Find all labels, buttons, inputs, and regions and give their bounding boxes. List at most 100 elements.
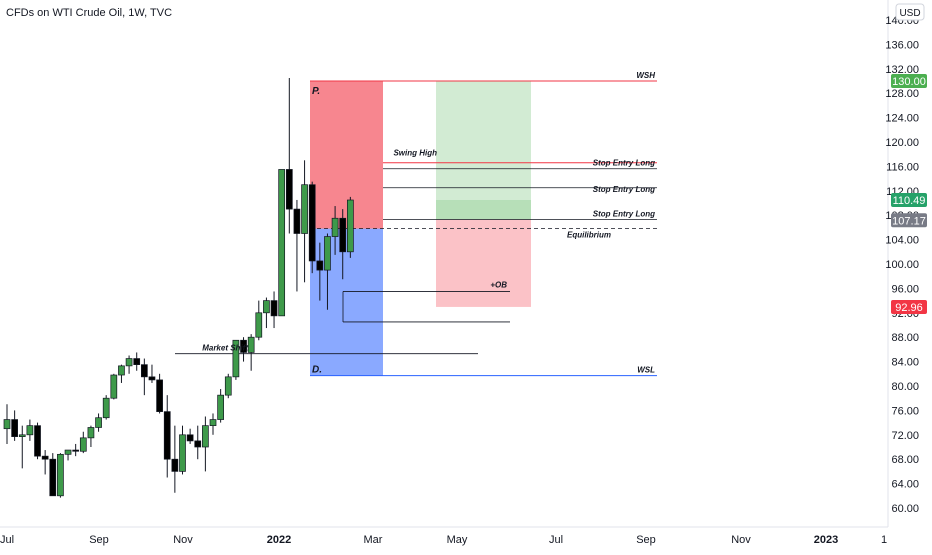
candle (186, 428, 194, 444)
candle (57, 453, 64, 498)
candle-body-down (49, 458, 57, 497)
time-tick-label: Mar (364, 534, 383, 546)
price-tick-label: 120.00 (885, 137, 919, 149)
candle (247, 334, 255, 371)
candle-body-down (308, 184, 316, 262)
price-tick-label: 96.00 (891, 283, 919, 295)
candle-body-up (3, 419, 11, 430)
swing-high-label: Swing High (393, 149, 437, 158)
time-tick-label: Jul (0, 534, 14, 546)
candle (110, 373, 118, 400)
equilibrium-label: Equilibrium (567, 231, 611, 240)
candle-body-up (79, 437, 87, 452)
price-tick-label: 104.00 (885, 235, 919, 247)
candle (308, 181, 316, 274)
ob-label: +OB (490, 280, 507, 289)
price-badge-text: 92.96 (895, 302, 923, 314)
candle-body-down (11, 419, 18, 437)
candle (79, 431, 87, 454)
candle (224, 373, 232, 399)
candle (255, 300, 263, 341)
candle-body-up (202, 425, 209, 448)
candle (270, 291, 278, 329)
candle (293, 199, 301, 292)
price-tick-label: 72.00 (891, 430, 919, 442)
candle (156, 373, 163, 414)
market-shift-label: Market Shift (202, 344, 248, 353)
candle (148, 364, 156, 383)
price-badges: USD 130.00 110.49 107.17 92.96 (891, 3, 927, 314)
price-tick-label: 76.00 (891, 405, 919, 417)
time-tick-label: Sep (89, 534, 109, 546)
candle-body-up (263, 300, 270, 314)
price-tick-label: 128.00 (885, 88, 919, 100)
candle-body-up (95, 417, 102, 428)
candle (72, 443, 80, 457)
candle-body-down (148, 376, 156, 381)
price-tick-label: 136.00 (885, 39, 919, 51)
current-profit-zone (436, 200, 531, 220)
candle (140, 358, 148, 396)
candle (163, 395, 171, 478)
candle-body-down (133, 358, 141, 365)
candle (217, 389, 224, 423)
candle-body-up (125, 358, 133, 367)
candle-body-up (110, 374, 118, 399)
candle-body-down (270, 300, 278, 317)
target-zone (436, 81, 531, 220)
price-badge-text: 110.49 (893, 195, 926, 207)
price-badge (891, 74, 927, 88)
candle-body-up (209, 419, 217, 426)
time-axis: Jul Sep Nov 2022 Mar May Jul Sep Nov 2023 1 (0, 534, 887, 546)
candle-body-down (171, 458, 179, 472)
candle (118, 364, 125, 383)
candle (26, 419, 34, 441)
candle-body-up (278, 169, 286, 317)
candle (95, 413, 102, 432)
price-tick-label: 100.00 (885, 259, 919, 271)
candle (11, 410, 18, 441)
premium-zone-label: P. (312, 86, 320, 97)
candle (64, 449, 72, 461)
price-tick-label: 84.00 (891, 357, 919, 369)
currency-box (895, 3, 925, 21)
candle-body-up (247, 336, 255, 353)
candle-body-up (179, 434, 186, 472)
candle (263, 297, 270, 329)
candle-body-up (301, 184, 308, 234)
candle-body-down (41, 455, 49, 460)
candle-body-up (232, 339, 240, 378)
price-tick-label: 88.00 (891, 332, 919, 344)
candle (285, 77, 293, 234)
candle (34, 422, 41, 460)
candle (133, 352, 141, 371)
candle-body-down (339, 217, 347, 253)
stop-entry-long-label-1: Stop Entry Long (593, 159, 655, 168)
time-tick-label: 2023 (814, 534, 838, 546)
chart-title: CFDs on WTI Crude Oil, 1W, TVC (6, 7, 173, 19)
candle (102, 395, 110, 420)
price-badge (891, 193, 927, 208)
time-tick-label: 1 (881, 534, 887, 546)
candle (194, 425, 202, 460)
candle-body-up (347, 199, 354, 253)
currency-label: USD (899, 8, 920, 19)
discount-zone-label: D. (312, 365, 322, 376)
zones-layer (310, 81, 531, 376)
candle (209, 413, 217, 435)
premium-zone (310, 81, 383, 229)
candle (41, 450, 49, 475)
candle-body-up (64, 449, 72, 455)
price-tick-label: 80.00 (891, 381, 919, 393)
candle (3, 404, 11, 444)
time-tick-label: Sep (636, 534, 656, 546)
price-tick-label: 116.00 (886, 161, 919, 173)
candle-body-down (240, 339, 247, 353)
candles-layer (3, 77, 354, 498)
candle (87, 425, 95, 447)
lines-layer (175, 80, 657, 377)
time-tick-label: 2022 (267, 534, 291, 546)
price-tick-label: 68.00 (891, 454, 919, 466)
